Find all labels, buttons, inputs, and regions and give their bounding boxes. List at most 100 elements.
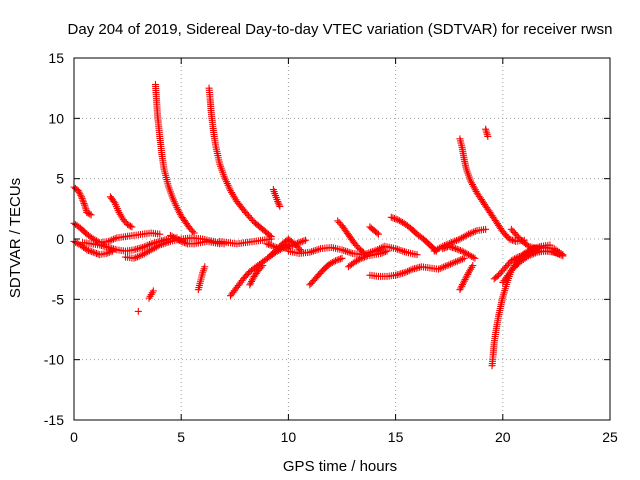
data-point: [445, 242, 453, 250]
data-point: [463, 231, 471, 239]
data-point: [285, 242, 293, 250]
data-point: [361, 253, 369, 261]
data-point: [104, 237, 112, 245]
data-point: [357, 254, 365, 262]
data-point: [389, 214, 397, 222]
data-point: [179, 238, 187, 246]
data-point: [266, 231, 274, 239]
data-point: [458, 281, 466, 289]
y-axis-label: SDTVAR / TECUs: [7, 178, 24, 298]
data-point: [83, 246, 91, 254]
data-point: [137, 251, 145, 259]
y-tick-label: -5: [52, 291, 65, 307]
data-point: [297, 238, 305, 246]
data-point: [450, 244, 458, 252]
x-tick-labels: 0 5 10 15 20 25: [70, 429, 618, 445]
data-point: [438, 264, 446, 272]
data-point: [267, 235, 275, 243]
data-point: [332, 257, 340, 265]
series-arc-10: [166, 231, 224, 248]
data-point: [79, 198, 87, 206]
data-point: [263, 240, 271, 248]
data-point: [173, 204, 181, 212]
data-point: [274, 199, 282, 207]
data-point: [248, 276, 256, 284]
data-point: [174, 205, 182, 213]
data-point: [391, 214, 399, 222]
data-point: [452, 236, 460, 244]
data-point: [555, 250, 563, 258]
data-point: [458, 282, 466, 290]
data-point: [265, 240, 273, 248]
data-point: [336, 255, 344, 263]
data-point: [302, 236, 310, 244]
data-point: [362, 252, 370, 260]
data-point: [449, 238, 457, 246]
data-point: [507, 236, 515, 244]
x-axis-label: GPS time / hours: [283, 458, 397, 475]
data-point: [269, 242, 277, 250]
data-point: [102, 249, 110, 257]
data-point: [149, 287, 157, 295]
data-point: [330, 258, 338, 266]
data-point: [380, 248, 388, 256]
data-point: [400, 269, 408, 277]
data-point: [139, 243, 147, 251]
data-point: [335, 256, 343, 264]
data-point: [469, 253, 477, 261]
data-point: [448, 243, 456, 251]
data-point: [466, 229, 474, 237]
y-tick-label: -10: [44, 352, 64, 368]
data-point: [457, 284, 465, 292]
data-point: [451, 237, 459, 245]
data-point: [190, 229, 198, 237]
series-arc-18: [267, 235, 305, 259]
data-point: [453, 245, 461, 253]
data-point: [378, 249, 386, 257]
data-point: [434, 265, 442, 273]
data-point: [459, 279, 467, 287]
data-point: [381, 248, 389, 256]
data-point: [86, 247, 94, 255]
data-point: [448, 259, 456, 267]
data-point: [144, 241, 152, 249]
data-point: [460, 277, 468, 285]
data-point: [402, 268, 410, 276]
data-point: [248, 277, 256, 285]
x-tick-label: 10: [281, 429, 297, 445]
data-point: [140, 243, 148, 251]
series-arc-07: [134, 307, 142, 315]
data-point: [109, 235, 117, 243]
x-tick-label: 5: [177, 429, 185, 445]
data-point: [84, 246, 92, 254]
data-point: [175, 207, 183, 215]
data-point: [441, 262, 449, 270]
data-point: [135, 252, 143, 260]
data-point: [356, 255, 364, 263]
data-point: [93, 249, 101, 257]
x-tick-label: 20: [495, 429, 511, 445]
data-point: [128, 223, 136, 231]
data-point: [440, 244, 448, 252]
data-point: [80, 200, 88, 208]
data-point: [78, 194, 86, 202]
data-point: [175, 209, 183, 217]
data-point: [443, 262, 451, 270]
data-point: [295, 239, 303, 247]
data-point: [442, 243, 450, 251]
data-point: [554, 250, 562, 258]
data-point: [462, 274, 470, 282]
data-point: [201, 263, 209, 271]
series-arc-16: [269, 186, 284, 210]
data-point: [453, 257, 461, 265]
series-arc-30: [456, 262, 477, 294]
series-arc-21: [334, 217, 367, 256]
data-point: [468, 229, 476, 237]
data-point: [463, 272, 471, 280]
data-point: [145, 241, 153, 249]
data-point: [525, 252, 533, 260]
data-point: [282, 243, 290, 251]
data-point: [514, 253, 522, 261]
data-point: [454, 236, 462, 244]
data-point: [177, 237, 185, 245]
